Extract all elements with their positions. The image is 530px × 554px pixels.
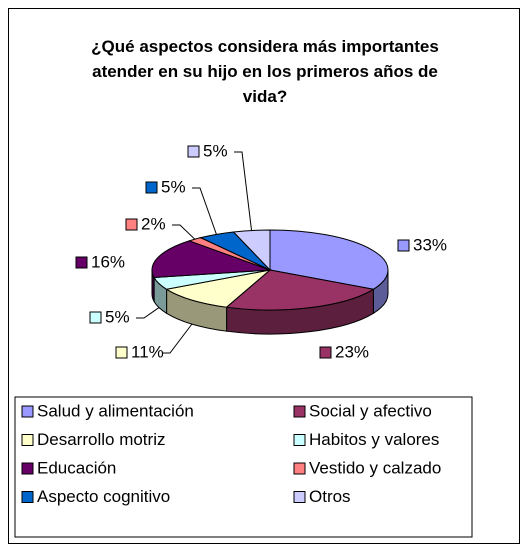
data-label: 33% — [413, 235, 447, 254]
legend-label: Vestido y calzado — [309, 458, 441, 477]
legend-swatch — [293, 434, 306, 446]
slice — [232, 229, 271, 272]
label-swatch — [125, 218, 138, 231]
data-label: 16% — [91, 252, 125, 271]
legend-swatch — [21, 462, 34, 475]
leader-line — [172, 224, 196, 240]
slice — [269, 229, 389, 290]
legend-swatch — [293, 491, 306, 503]
legend-swatch — [293, 462, 306, 475]
label-swatch — [145, 181, 158, 194]
label-swatch — [75, 256, 88, 269]
legend-label: Otros — [309, 487, 351, 506]
data-label: 23% — [335, 342, 369, 361]
data-label: 5% — [161, 177, 186, 196]
legend-swatch — [293, 405, 306, 418]
label-swatch — [89, 311, 102, 324]
slice — [165, 269, 272, 308]
data-label: 5% — [203, 141, 228, 160]
legend-label: Desarrollo motriz — [37, 430, 165, 449]
leader-line — [136, 307, 160, 319]
legend-swatch — [21, 405, 34, 418]
legend-swatch — [21, 491, 34, 503]
data-label: 2% — [141, 214, 166, 233]
label-swatch — [115, 346, 128, 359]
leader-line — [162, 323, 193, 354]
legend-label: Educación — [37, 458, 116, 477]
legend-label: Aspecto cognitivo — [37, 487, 170, 506]
chart-frame — [8, 8, 520, 544]
legend-box — [14, 396, 473, 538]
data-label: 5% — [105, 307, 130, 326]
legend-label: Habitos y valores — [309, 430, 439, 449]
label-swatch — [319, 346, 332, 359]
leader-line — [192, 187, 217, 235]
legend-label: Salud y alimentación — [37, 401, 194, 420]
data-label: 11% — [131, 342, 164, 361]
slice — [151, 240, 271, 279]
label-swatch — [397, 239, 410, 252]
chart-title: ¿Qué aspectos considera más importantes … — [91, 37, 439, 106]
legend-swatch — [21, 434, 34, 446]
legend-label: Social y afectivo — [309, 401, 432, 420]
label-swatch — [187, 145, 200, 158]
slice — [225, 269, 375, 311]
leader-line — [234, 151, 253, 231]
